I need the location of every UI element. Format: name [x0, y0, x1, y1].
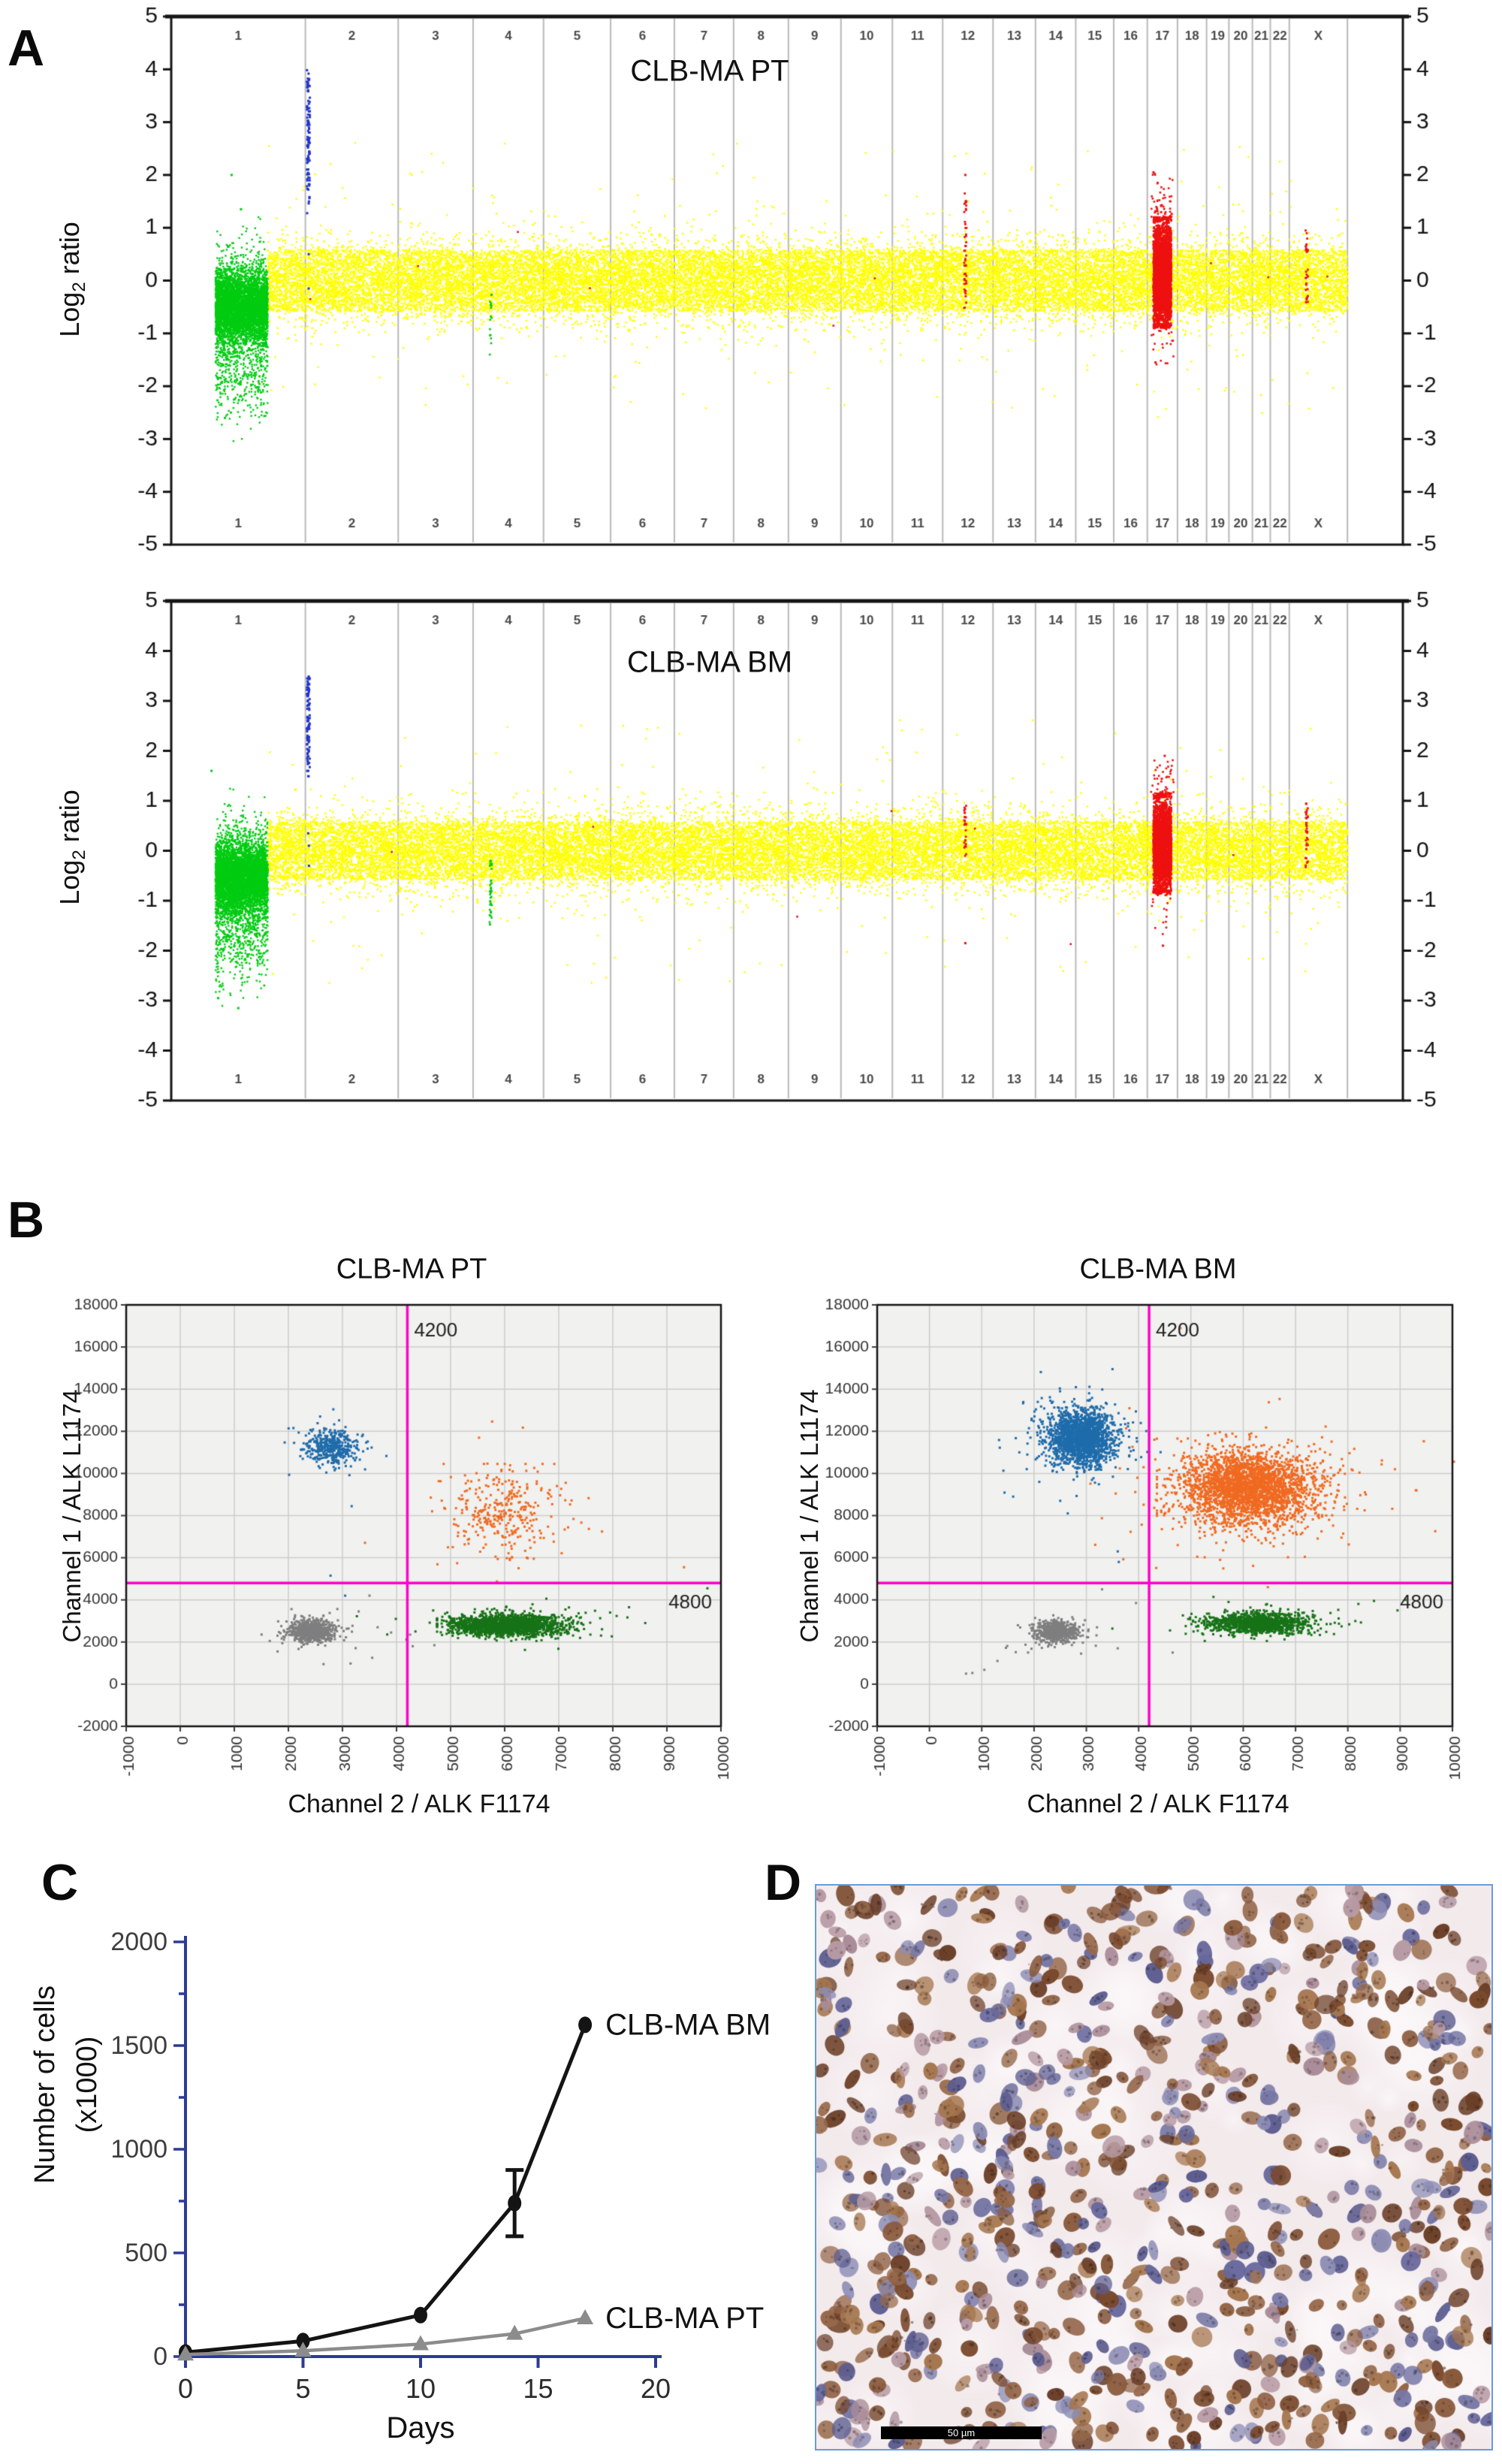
- ylabel-text: ratio: [53, 222, 85, 282]
- ddpcr-bm-title: CLB-MA BM: [1079, 1253, 1237, 1285]
- ylabel-sub: 2: [69, 850, 90, 860]
- ylabel-text: Log: [53, 859, 85, 905]
- svg-text:(x1000): (x1000): [71, 2037, 103, 2133]
- cgh-plot-bm-title: CLB-MA BM: [626, 645, 793, 679]
- svg-text:0: 0: [178, 2373, 193, 2404]
- ylabel-text: Log: [53, 291, 85, 337]
- svg-text:10: 10: [406, 2373, 436, 2404]
- ddpcr-pt-x-axis-label: Channel 2 / ALK F1174: [288, 1789, 550, 1819]
- panel-c-label: C: [41, 1854, 79, 1911]
- svg-text:15: 15: [523, 2373, 553, 2404]
- svg-text:0: 0: [153, 2342, 167, 2371]
- svg-text:1500: 1500: [110, 2031, 167, 2060]
- panel-d-label: D: [765, 1854, 802, 1911]
- ylabel-text: ratio: [53, 790, 85, 850]
- histology-canvas: [816, 1886, 1491, 2449]
- cgh-pt-y-axis-label: Log2 ratio: [54, 222, 90, 337]
- ddpcr-bm-x-axis-label: Channel 2 / ALK F1174: [1027, 1789, 1289, 1819]
- svg-text:1000: 1000: [110, 2135, 167, 2164]
- svg-text:500: 500: [125, 2239, 167, 2267]
- svg-text:CLB-MA PT: CLB-MA PT: [605, 2302, 764, 2335]
- cgh-plot-pt: [105, 0, 1457, 571]
- ddpcr-pt-title: CLB-MA PT: [336, 1253, 487, 1285]
- panel-a-label: A: [8, 20, 45, 77]
- svg-text:20: 20: [641, 2373, 671, 2404]
- ddpcr-plot-bm: [819, 1290, 1494, 1816]
- growth-chart: 0 500 1000 1500 2000 0 5 10 15 20 Days Number of ce…: [29, 1928, 771, 2444]
- histology-image: 50 µm: [815, 1884, 1493, 2450]
- ylabel-sub: 2: [69, 282, 90, 292]
- svg-text:CLB-MA BM: CLB-MA BM: [605, 2008, 771, 2041]
- svg-text:Number of cells: Number of cells: [29, 1985, 61, 2184]
- cgh-plot-bm: [105, 584, 1457, 1118]
- scale-bar-label: 50 µm: [947, 2427, 976, 2438]
- ddpcr-plot-pt: [68, 1290, 781, 1816]
- svg-text:2000: 2000: [110, 1928, 167, 1956]
- svg-text:5: 5: [295, 2373, 310, 2404]
- cgh-bm-y-axis-label: Log2 ratio: [54, 790, 90, 904]
- scale-bar: 50 µm: [881, 2426, 1042, 2439]
- svg-text:Days: Days: [386, 2411, 454, 2444]
- cgh-plot-pt-title: CLB-MA PT: [630, 54, 789, 88]
- panel-b-label: B: [8, 1191, 45, 1249]
